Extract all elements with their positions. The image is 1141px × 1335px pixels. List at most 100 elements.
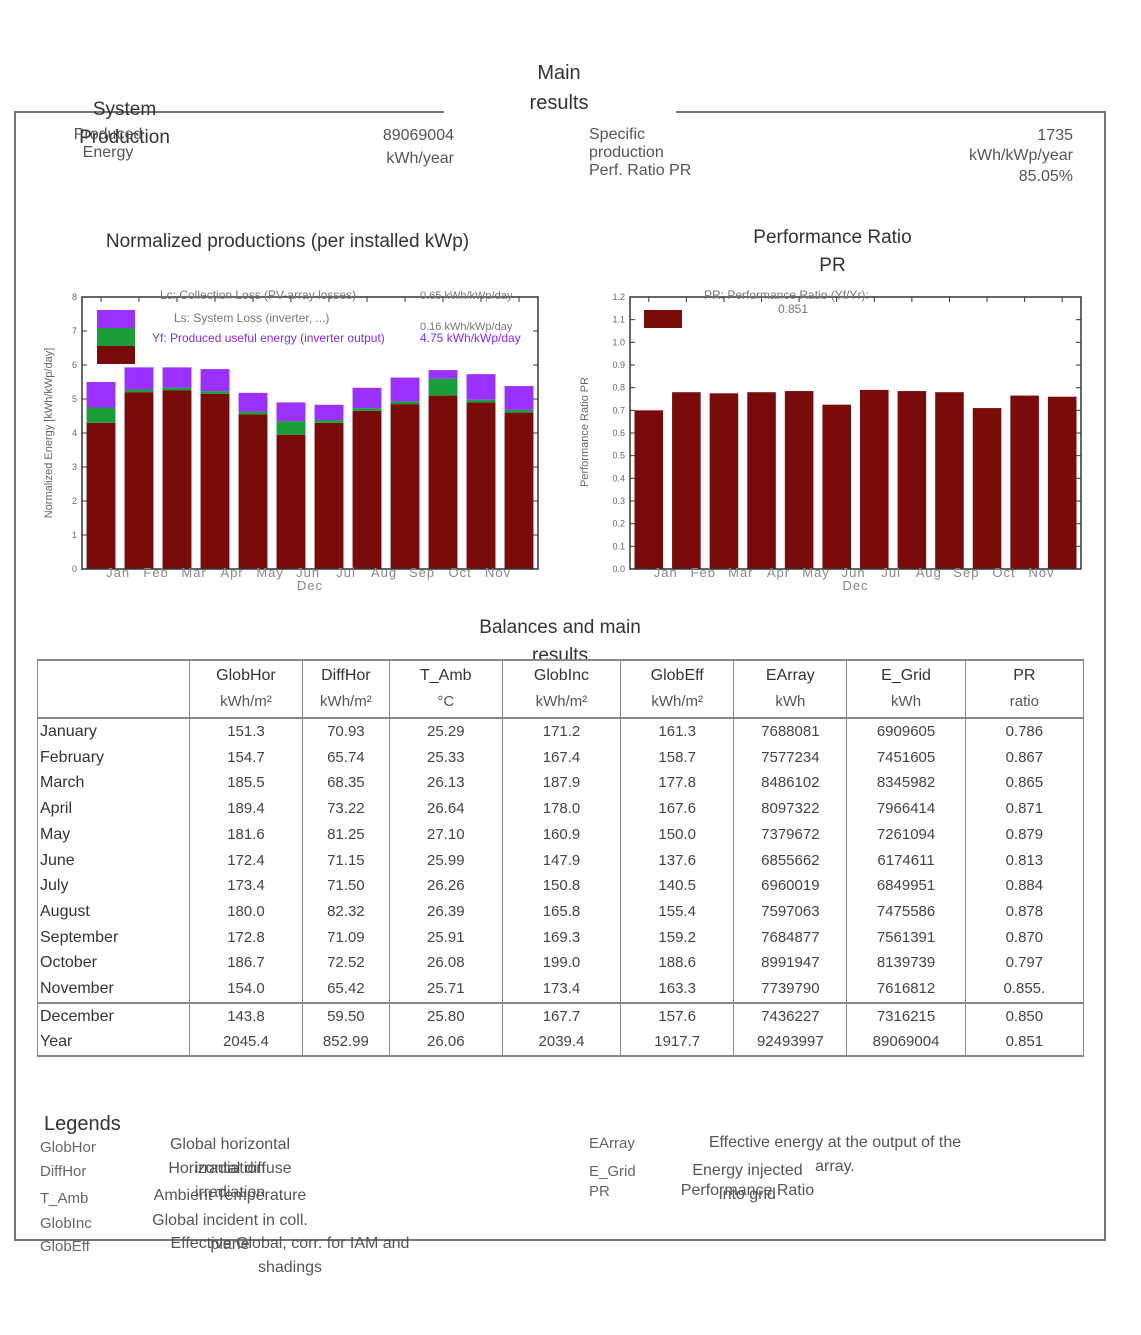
column-name: DiffHor	[321, 667, 371, 684]
x-tick-label: Sep	[409, 565, 435, 580]
normalized-legend: Lc: Collection Loss (PV-array losses) 0.…	[97, 288, 521, 364]
row-label: May	[37, 821, 190, 848]
table-cell: 26.26	[388, 873, 503, 899]
bar-Lc-Nov	[466, 374, 496, 400]
table-cell: 8486102	[733, 770, 848, 797]
table-cell: 7684877	[733, 924, 848, 951]
legend-yf-label: Yf: Produced useful energy (inverter out…	[152, 331, 385, 345]
x-tick-label: Feb	[143, 565, 168, 580]
table-cell: 26.13	[388, 770, 503, 797]
table-row: June 172.4 71.15 25.99 147.9 137.6 6855662 6174…	[37, 847, 1085, 874]
legend-key: GlobHor	[40, 1139, 96, 1156]
column-header-PR: PR ratio	[964, 659, 1085, 719]
produced-energy-label: Produced Energy	[73, 126, 143, 161]
table-cell: 185.5	[188, 770, 304, 797]
table-cell: 65.74	[302, 744, 390, 771]
table-cell: 70.93	[302, 718, 390, 745]
bar-Lc-Feb	[124, 367, 154, 390]
legend-pr-swatch	[644, 310, 682, 328]
bar-Lc-Jun	[276, 402, 306, 422]
bar-PR-May	[784, 391, 814, 569]
table-cell: 0.884	[964, 873, 1085, 899]
legend-pr-value: 0.851	[778, 302, 808, 316]
bar-Yf-Oct	[428, 395, 458, 569]
column-unit: ratio	[1009, 693, 1039, 710]
table-cell: 25.91	[388, 924, 503, 951]
bar-PR-Apr	[747, 392, 776, 569]
normalized-plot-frame	[81, 296, 539, 570]
table-cell: 188.6	[620, 950, 735, 977]
table-cell: 178.0	[501, 796, 622, 822]
table-cell: 6909605	[846, 718, 966, 745]
bar-Ls-Jul	[314, 420, 344, 423]
produced-energy-value: 89069004	[382, 127, 454, 144]
table-cell: 180.0	[188, 898, 304, 925]
row-label: September	[37, 924, 190, 951]
table-cell: 92493997	[733, 1029, 848, 1058]
table-cell: 0.867	[964, 744, 1085, 771]
table-cell: 8991947	[733, 950, 848, 977]
table-cell: 161.3	[620, 718, 735, 745]
frame-top-left-line	[14, 111, 444, 113]
row-label: July	[37, 873, 190, 899]
table-cell: 71.50	[302, 873, 390, 899]
x-tick-label: Aug	[916, 565, 942, 580]
legend-lc-label: Lc: Collection Loss (PV-array losses)	[160, 288, 356, 302]
column-name: PR	[1013, 667, 1036, 684]
table-cell: 7451605	[846, 744, 966, 771]
x-tick-label: May	[802, 565, 830, 580]
table-cell: 68.35	[302, 770, 390, 797]
bar-PR-Jun	[822, 404, 851, 569]
bar-Lc-May	[238, 392, 268, 412]
table-cell: 171.2	[501, 718, 622, 745]
y-tick-label: 3	[72, 462, 77, 472]
table-row: March 185.5 68.35 26.13 187.9 177.8 8486102 834…	[37, 770, 1085, 797]
x-tick-label: Jul	[881, 565, 901, 580]
x-tick-label: Mar	[181, 565, 206, 580]
legend-key: E_Grid	[589, 1163, 636, 1180]
table-row: January 151.3 70.93 25.29 171.2 161.3 7688081 6…	[37, 718, 1085, 745]
table-cell: 158.7	[620, 744, 735, 771]
y-tick-label: 0.9	[612, 360, 625, 370]
bar-Lc-Oct	[428, 370, 458, 379]
y-tick-label: 5	[72, 394, 77, 404]
row-label: March	[37, 770, 190, 797]
row-label: October	[37, 950, 190, 977]
normalized-production-chart: 0 1 2 3 4 5 6 7 8 Jan Feb Mar Apr May Jun Jul Aug Sep Oct…	[43, 288, 539, 593]
normalized-ylabel: Normalized Energy [kWh/kWp/day]	[43, 348, 55, 519]
y-tick-label: 0	[72, 564, 77, 574]
table-cell: 159.2	[620, 924, 735, 951]
row-label: June	[37, 847, 190, 874]
legend-description: Ambient Temperature	[153, 1187, 307, 1204]
table-cell: 81.25	[302, 821, 390, 848]
table-cell: 7561391	[846, 924, 966, 951]
bar-Yf-Jun	[276, 434, 306, 569]
table-cell: 71.09	[302, 924, 390, 951]
y-tick-label: 1.1	[612, 315, 625, 325]
normalized-chart-title: Normalized productions (per installed kW…	[105, 231, 470, 252]
table-cell: 6960019	[733, 873, 848, 899]
table-cell: 59.50	[302, 1001, 390, 1030]
bar-Lc-Apr	[200, 369, 230, 392]
table-cell: 0.797	[964, 950, 1085, 977]
legend-lc-value: 0.65 kWh/kWp/day	[420, 290, 513, 302]
table-cell: 150.8	[501, 873, 622, 899]
table-cell: 73.22	[302, 796, 390, 822]
produced-energy-unit: kWh/year	[386, 150, 454, 167]
column-header-T_Amb: T_Amb °C	[388, 659, 503, 719]
column-header-E_Grid: E_Grid kWh	[846, 659, 966, 719]
bar-Ls-Oct	[428, 378, 458, 396]
table-cell: 0.851	[964, 1029, 1085, 1058]
bar-Lc-Aug	[352, 387, 382, 409]
legend-lc-swatch	[97, 310, 135, 328]
bar-Lc-Jul	[314, 404, 344, 421]
table-row: May 181.6 81.25 27.10 160.9 150.0 7379672 72610…	[37, 821, 1085, 848]
x-tick-label: Dec	[842, 578, 868, 593]
column-unit: kWh/m²	[651, 693, 704, 710]
row-label: February	[37, 744, 190, 771]
table-cell: 157.6	[620, 1001, 735, 1030]
table-cell: 8345982	[846, 770, 966, 797]
table-cell: 72.52	[302, 950, 390, 977]
table-row: August 180.0 82.32 26.39 165.8 155.4 7597063 74…	[37, 898, 1085, 925]
bar-PR-Aug	[897, 391, 927, 569]
